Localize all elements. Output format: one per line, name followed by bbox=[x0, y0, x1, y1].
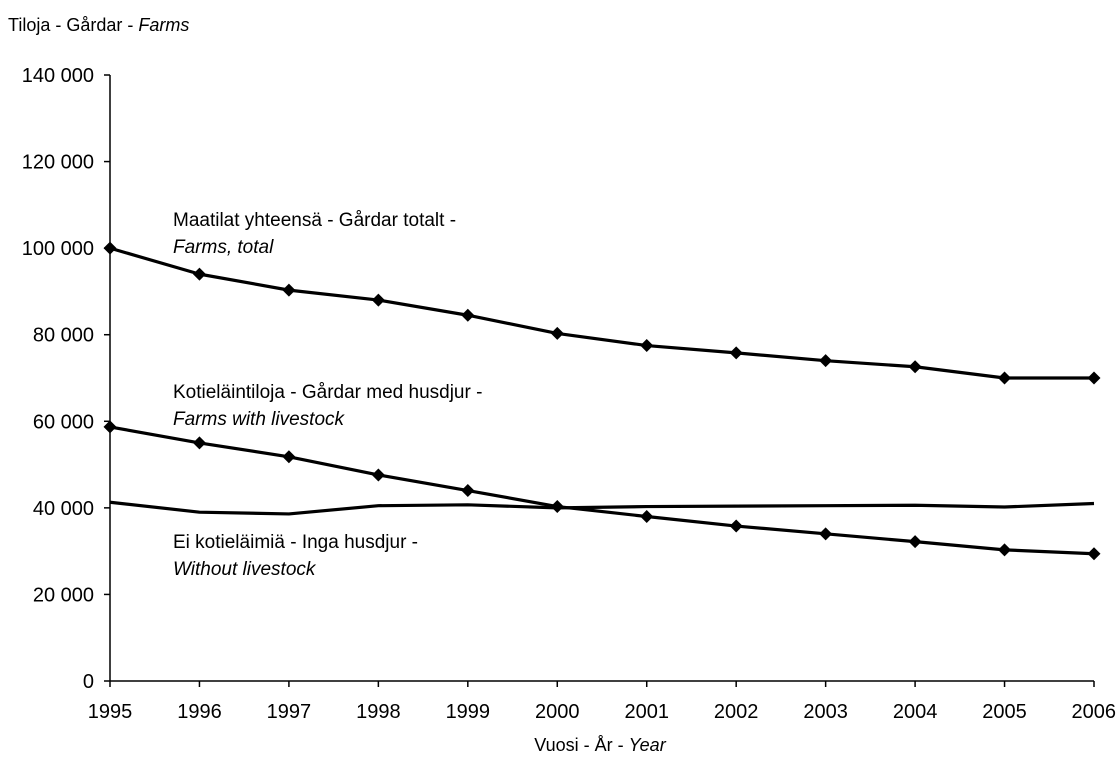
series-label-without-line2: Without livestock bbox=[173, 559, 317, 580]
series-label-livestock-line1: Kotieläintiloja - Gårdar med husdjur - bbox=[173, 382, 482, 403]
data-point-marker bbox=[192, 436, 206, 450]
data-point-marker bbox=[819, 527, 833, 541]
data-point-marker bbox=[550, 326, 564, 340]
x-tick-label: 2002 bbox=[714, 701, 759, 723]
x-tick-label: 1995 bbox=[88, 701, 133, 723]
series-label-livestock-line2: Farms with livestock bbox=[173, 409, 346, 430]
y-tick-label: 140 000 bbox=[22, 65, 94, 87]
y-tick-label: 20 000 bbox=[33, 584, 94, 606]
x-tick-label: 1997 bbox=[267, 701, 312, 723]
series-label-total-line1: Maatilat yhteensä - Gårdar totalt - bbox=[173, 210, 456, 231]
series-markers bbox=[103, 241, 1101, 561]
data-point-marker bbox=[908, 535, 922, 549]
data-point-marker bbox=[998, 543, 1012, 557]
data-point-marker bbox=[461, 308, 475, 322]
series-label-total-line2: Farms, total bbox=[173, 237, 274, 258]
y-tick-label: 40 000 bbox=[33, 498, 94, 520]
data-point-marker bbox=[640, 339, 654, 353]
y-tick-label: 60 000 bbox=[33, 411, 94, 433]
series-line-1 bbox=[109, 425, 1095, 556]
x-tick-label: 1998 bbox=[356, 701, 401, 723]
y-tick-label: 80 000 bbox=[33, 325, 94, 347]
data-point-marker bbox=[192, 267, 206, 281]
data-point-marker bbox=[282, 283, 296, 297]
data-point-marker bbox=[550, 500, 564, 514]
data-point-marker bbox=[461, 484, 475, 498]
data-point-marker bbox=[908, 360, 922, 374]
x-tick-label: 2001 bbox=[624, 701, 669, 723]
data-point-marker bbox=[1087, 371, 1101, 385]
data-point-marker bbox=[371, 293, 385, 307]
y-tick-label: 100 000 bbox=[22, 238, 94, 260]
data-point-marker bbox=[640, 510, 654, 524]
data-point-marker bbox=[998, 371, 1012, 385]
data-point-marker bbox=[819, 354, 833, 368]
x-tick-label: 2003 bbox=[803, 701, 848, 723]
x-tick-label: 2004 bbox=[893, 701, 938, 723]
x-axis-title: Vuosi - År - Year bbox=[534, 735, 666, 755]
x-tick-label: 2000 bbox=[535, 701, 580, 723]
data-point-marker bbox=[103, 420, 117, 434]
x-ticks: 1995 1996 1997 1998 1999 2000 2001 2002 2003 2004… bbox=[88, 681, 1116, 723]
data-point-marker bbox=[1087, 547, 1101, 561]
series-line-0 bbox=[109, 246, 1094, 380]
data-point-marker bbox=[371, 468, 385, 482]
data-point-marker bbox=[729, 346, 743, 360]
series-lines bbox=[109, 246, 1095, 556]
y-axis-title: Tiloja - Gårdar - Farms bbox=[8, 15, 189, 35]
data-point-marker bbox=[729, 519, 743, 533]
data-point-marker bbox=[103, 241, 117, 255]
y-tick-label: 0 bbox=[83, 671, 94, 693]
x-tick-label: 2005 bbox=[982, 701, 1027, 723]
x-tick-label: 2006 bbox=[1072, 701, 1117, 723]
x-tick-label: 1999 bbox=[446, 701, 491, 723]
series-line-2 bbox=[109, 500, 1095, 516]
series-label-without-line1: Ei kotieläimiä - Inga husdjur - bbox=[173, 532, 418, 553]
x-tick-label: 1996 bbox=[177, 701, 222, 723]
y-tick-label: 120 000 bbox=[22, 152, 94, 174]
y-ticks: 0 20 000 40 000 60 000 80 000 100 000 120 000 1… bbox=[22, 65, 110, 693]
data-point-marker bbox=[282, 450, 296, 464]
axes bbox=[109, 75, 1094, 682]
